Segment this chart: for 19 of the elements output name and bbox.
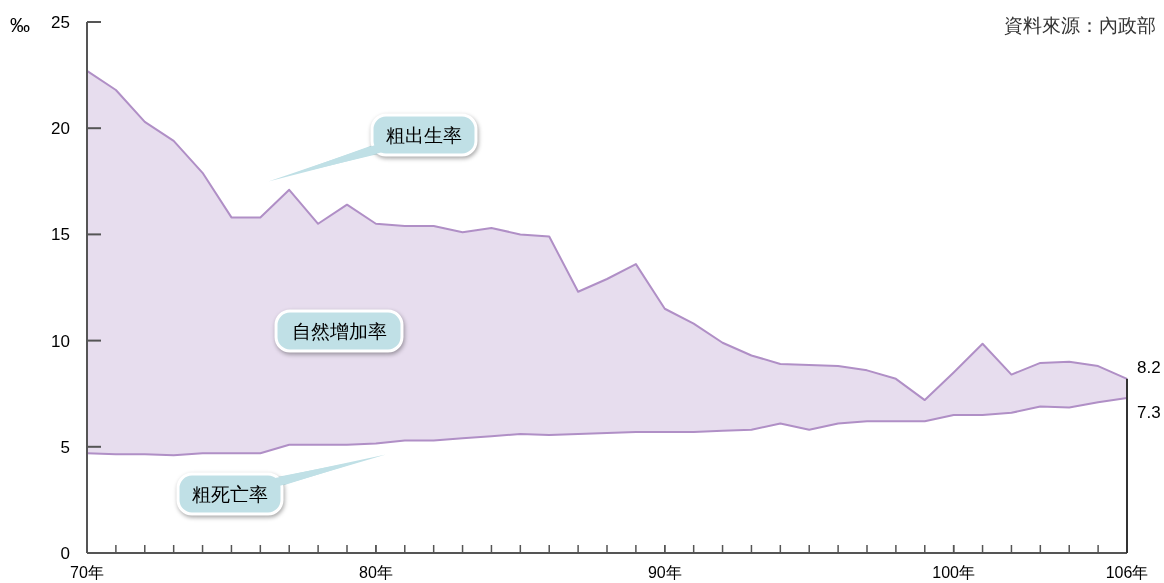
annotation: 自然增加率 (291, 321, 387, 342)
x-tick-label: 106年 (1105, 564, 1149, 581)
y-axis-title: ‰ (10, 14, 30, 36)
x-tick-label: 70年 (70, 564, 104, 581)
annotation: 資料來源：內政部 (1004, 15, 1156, 36)
line-series (86, 396, 1128, 457)
y-tick-label: 15 (51, 225, 70, 245)
y-tick-label: 0 (60, 544, 70, 563)
data-label: 8.2 (1137, 357, 1161, 377)
x-tick-label: 90年 (647, 564, 682, 581)
y-tick-label: 20 (51, 119, 70, 139)
x-tick-label: 80年 (358, 564, 393, 581)
x-tick-label: 100年 (932, 564, 976, 581)
data-label: 7.3 (1137, 402, 1161, 422)
annotation-box: 自然增加率 (274, 309, 404, 353)
y-tick-label: 25 (51, 13, 70, 32)
y-tick-label: 5 (60, 437, 70, 457)
series-label: 粗死亡率 (192, 484, 268, 505)
y-tick-label: 10 (51, 331, 70, 351)
